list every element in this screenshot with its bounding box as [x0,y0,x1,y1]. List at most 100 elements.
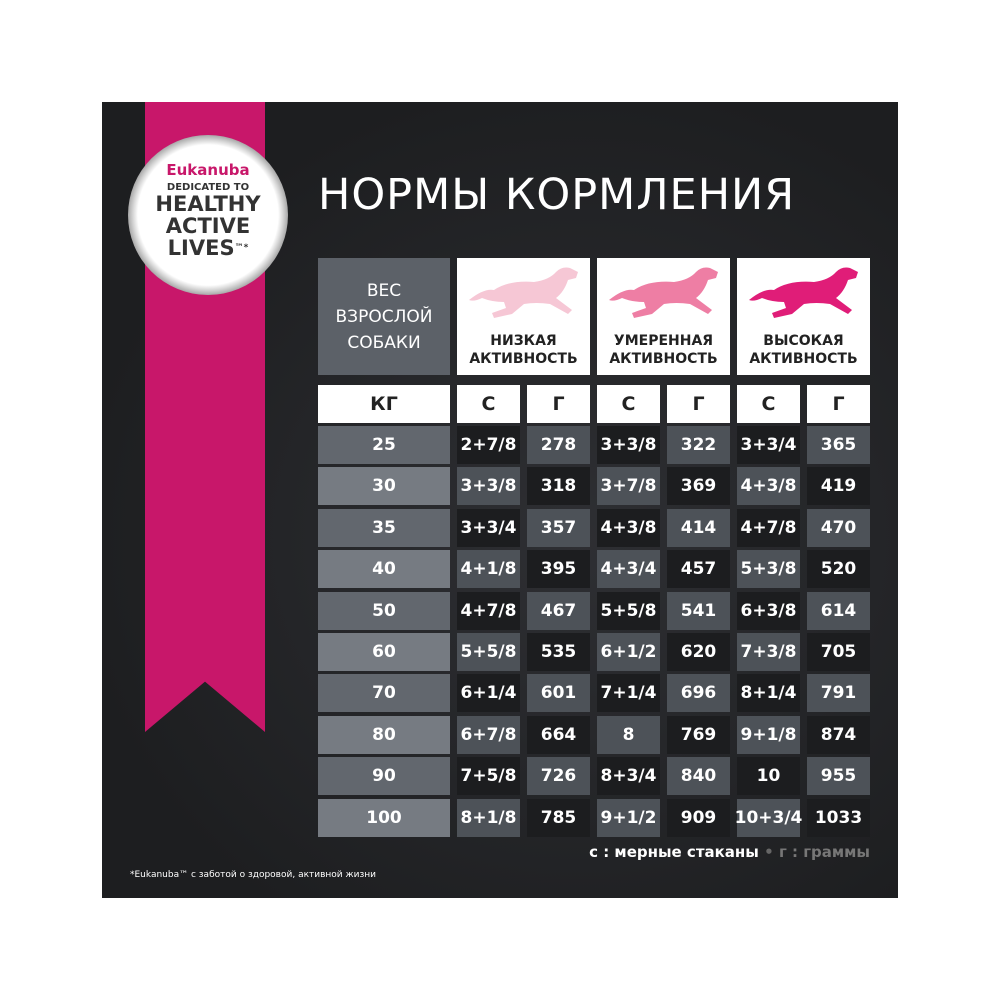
weight-cell: 40 [318,550,450,589]
feed-cell: 791 [807,674,870,713]
activity-header: УМЕРЕННАЯ АКТИВНОСТЬ [597,258,730,375]
badge-text: LIVES [167,236,235,260]
title: НОРМЫ КОРМЛЕНИЯ [318,170,796,220]
feed-cell: 467 [527,591,590,630]
activity-header: ВЫСОКАЯ АКТИВНОСТЬ [737,258,870,375]
feed-cell: 909 [667,798,730,837]
feed-cell: 6+7/8 [457,715,520,754]
feed-cell: 705 [807,633,870,671]
dog-icon [608,267,718,318]
feed-cell: 6+1/2 [597,633,660,671]
weight-cell: 30 [318,467,450,506]
feed-cell: 4+1/8 [457,550,520,589]
feed-cell: 601 [527,674,590,713]
feed-cell: 541 [667,591,730,630]
header-line: СОБАКИ [347,332,421,353]
feed-cell: 419 [807,467,870,506]
feed-cell: 395 [527,550,590,589]
weight-cell: 60 [318,633,450,671]
badge-text: HEALTHY [155,192,261,216]
feed-cell: 840 [667,757,730,796]
feed-cell: 874 [807,715,870,754]
brand: Eukanuba [166,161,250,179]
feed-cell: 6+3/8 [737,591,800,630]
feed-cell: 3+7/8 [597,467,660,506]
feed-cell: 7+5/8 [457,757,520,796]
feed-cell: 4+7/8 [737,508,800,547]
weight-cell: 35 [318,508,450,547]
header-line: ВЗРОСЛОЙ [335,306,433,327]
feed-cell: 955 [807,757,870,796]
feed-cell: 470 [807,508,870,547]
feed-cell: 10+3/4 [735,798,802,837]
badge-text: ACTIVE [165,214,251,238]
unit-header: С [597,385,660,423]
activity-label: НИЗКАЯ [490,333,557,349]
feed-cell: 8 [597,715,660,754]
dog-icon [468,267,578,318]
feed-cell: 5+5/8 [457,633,520,671]
feed-cell: 769 [667,715,730,754]
feed-cell: 614 [807,591,870,630]
activity-label: АКТИВНОСТЬ [469,351,578,367]
feed-cell: 369 [667,467,730,506]
feed-cell: 4+7/8 [457,591,520,630]
legend-cups: с : мерные стаканы [589,843,759,861]
feed-cell: 365 [807,426,870,464]
weight-cell: 70 [318,674,450,713]
feed-cell: 7+3/8 [737,633,800,671]
unit-header: Г [527,385,590,423]
unit-header: Г [807,385,870,423]
dog-icon [748,267,858,318]
footnote: *Eukanuba™ с заботой о здоровой, активно… [130,870,376,880]
feed-cell: 2+7/8 [457,426,520,464]
badge: Eukanuba DEDICATED TO HEALTHY ACTIVE LIV… [128,135,288,295]
feed-cell: 8+1/4 [737,674,800,713]
unit-header: С [737,385,800,423]
feed-cell: 3+3/4 [457,508,520,547]
activity-label: АКТИВНОСТЬ [749,351,858,367]
feed-cell: 5+3/8 [737,550,800,589]
feed-cell: 318 [527,467,590,506]
feed-cell: 8+1/8 [457,798,520,837]
feed-cell: 620 [667,633,730,671]
feed-cell: 5+5/8 [597,591,660,630]
feed-cell: 1033 [807,798,870,837]
feed-cell: 6+1/4 [457,674,520,713]
feed-cell: 278 [527,426,590,464]
feed-cell: 10 [737,757,800,796]
feed-cell: 8+3/4 [597,757,660,796]
weight-cell: 80 [318,715,450,754]
activity-label: ВЫСОКАЯ [763,333,844,349]
badge-mark: ™* [234,243,249,253]
feed-cell: 785 [527,798,590,837]
weight-header: ВЕС ВЗРОСЛОЙ СОБАКИ [318,258,450,375]
feed-cell: 322 [667,426,730,464]
feed-cell: 457 [667,550,730,589]
header-line: ВЕС [366,280,402,301]
feed-cell: 7+1/4 [597,674,660,713]
weight-cell: 50 [318,591,450,630]
activity-header: НИЗКАЯ АКТИВНОСТЬ [457,258,590,375]
feed-cell: 535 [527,633,590,671]
legend-grams: г : граммы [778,843,870,861]
feed-cell: 9+1/2 [597,798,660,837]
feed-cell: 3+3/8 [597,426,660,464]
feed-cell: 3+3/4 [737,426,800,464]
legend: с : мерные стаканы • г : граммы [520,843,870,861]
unit-header: С [457,385,520,423]
feed-cell: 726 [527,757,590,796]
weight-cell: 100 [318,798,450,837]
weight-cell: 25 [318,426,450,464]
feed-cell: 520 [807,550,870,589]
unit-header: Г [667,385,730,423]
feed-cell: 4+3/4 [597,550,660,589]
badge-text: DEDICATED TO [166,182,250,193]
feed-cell: 9+1/8 [737,715,800,754]
feed-cell: 414 [667,508,730,547]
feed-cell: 664 [527,715,590,754]
feed-cell: 3+3/8 [457,467,520,506]
feed-cell: 357 [527,508,590,547]
feed-cell: 4+3/8 [597,508,660,547]
